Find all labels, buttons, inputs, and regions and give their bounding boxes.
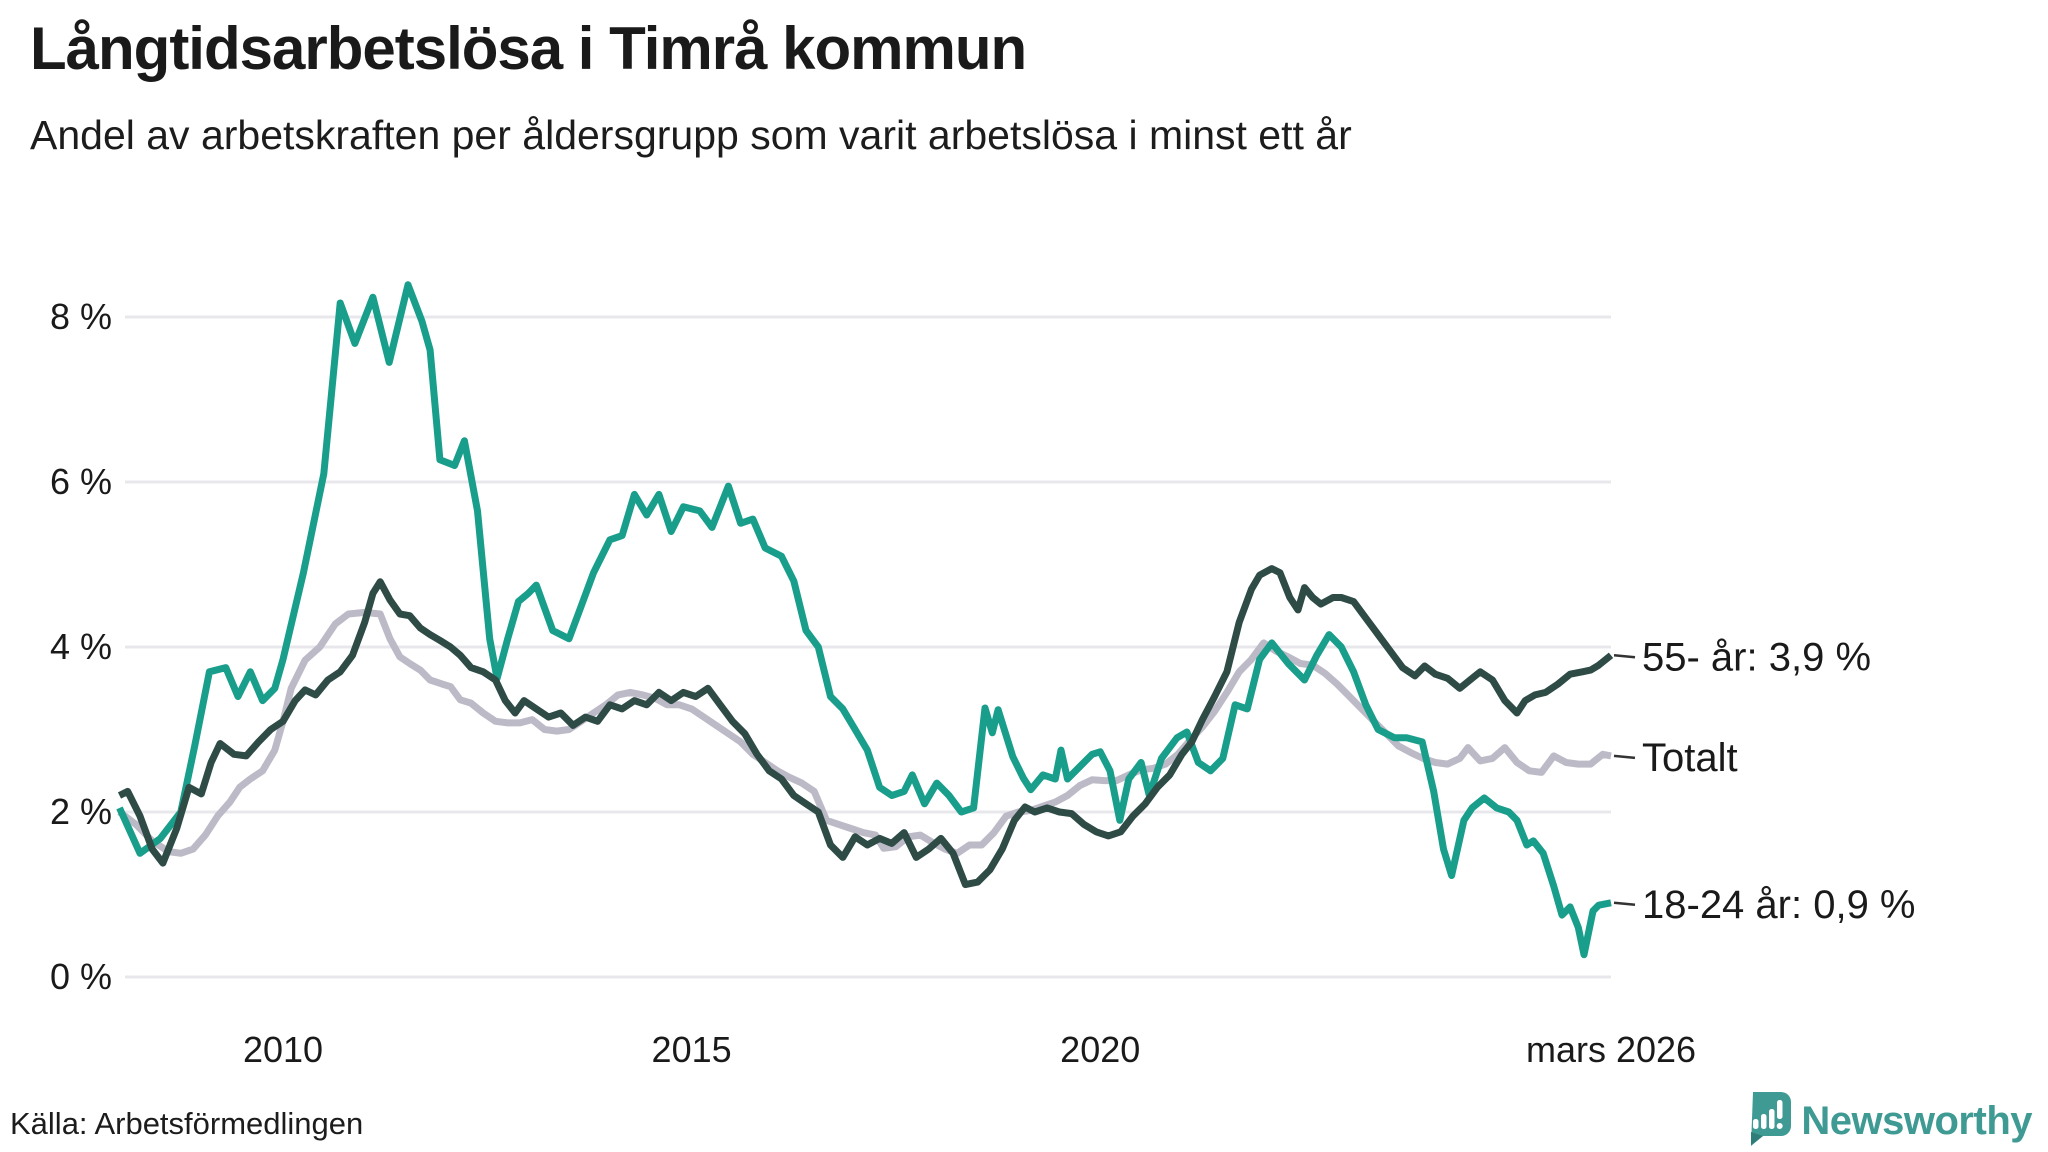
gridlines	[125, 315, 1611, 979]
x-tick-label: mars 2026	[1526, 1029, 1696, 1070]
y-tick-label: 8 %	[50, 296, 112, 337]
page-subtitle: Andel av arbetskraften per åldersgrupp s…	[30, 112, 1352, 158]
y-tick-label: 6 %	[50, 461, 112, 502]
annotation-leader	[1613, 901, 1636, 906]
x-tick-label: 2015	[652, 1029, 732, 1070]
newsworthy-wordmark: Newsworthy	[1801, 1099, 2032, 1143]
annotation-label: 18-24 år: 0,9 %	[1642, 883, 1916, 927]
annotation-label: Totalt	[1642, 736, 1738, 780]
y-tick-label: 0 %	[50, 956, 112, 997]
line-end-annotations: Totalt 18-24 år: 0,9 % 55- år: 3,9 %	[1613, 635, 1916, 927]
series-line-18-24-r	[116, 281, 1612, 959]
annotation-label: 55- år: 3,9 %	[1642, 635, 1871, 679]
annotation-leader	[1613, 754, 1636, 760]
y-tick-label: 4 %	[50, 626, 112, 667]
source-note: Källa: Arbetsförmedlingen	[10, 1106, 364, 1141]
x-tick-label: 2020	[1060, 1029, 1140, 1070]
series-lines	[116, 281, 1614, 959]
axis-labels: 0 % 2 % 4 % 6 % 8 % 2010 2015 2020 mars 2026	[50, 296, 1696, 1070]
page-title: Långtidsarbetslösa i Timrå kommun	[30, 15, 1027, 82]
annotation-leader	[1613, 654, 1636, 659]
x-tick-label: 2010	[243, 1029, 323, 1070]
series-line-55-r	[117, 565, 1614, 889]
y-tick-label: 2 %	[50, 791, 112, 832]
newsworthy-brand: Newsworthy	[1743, 1092, 2032, 1151]
newsworthy-logo-icon	[1743, 1092, 1792, 1151]
